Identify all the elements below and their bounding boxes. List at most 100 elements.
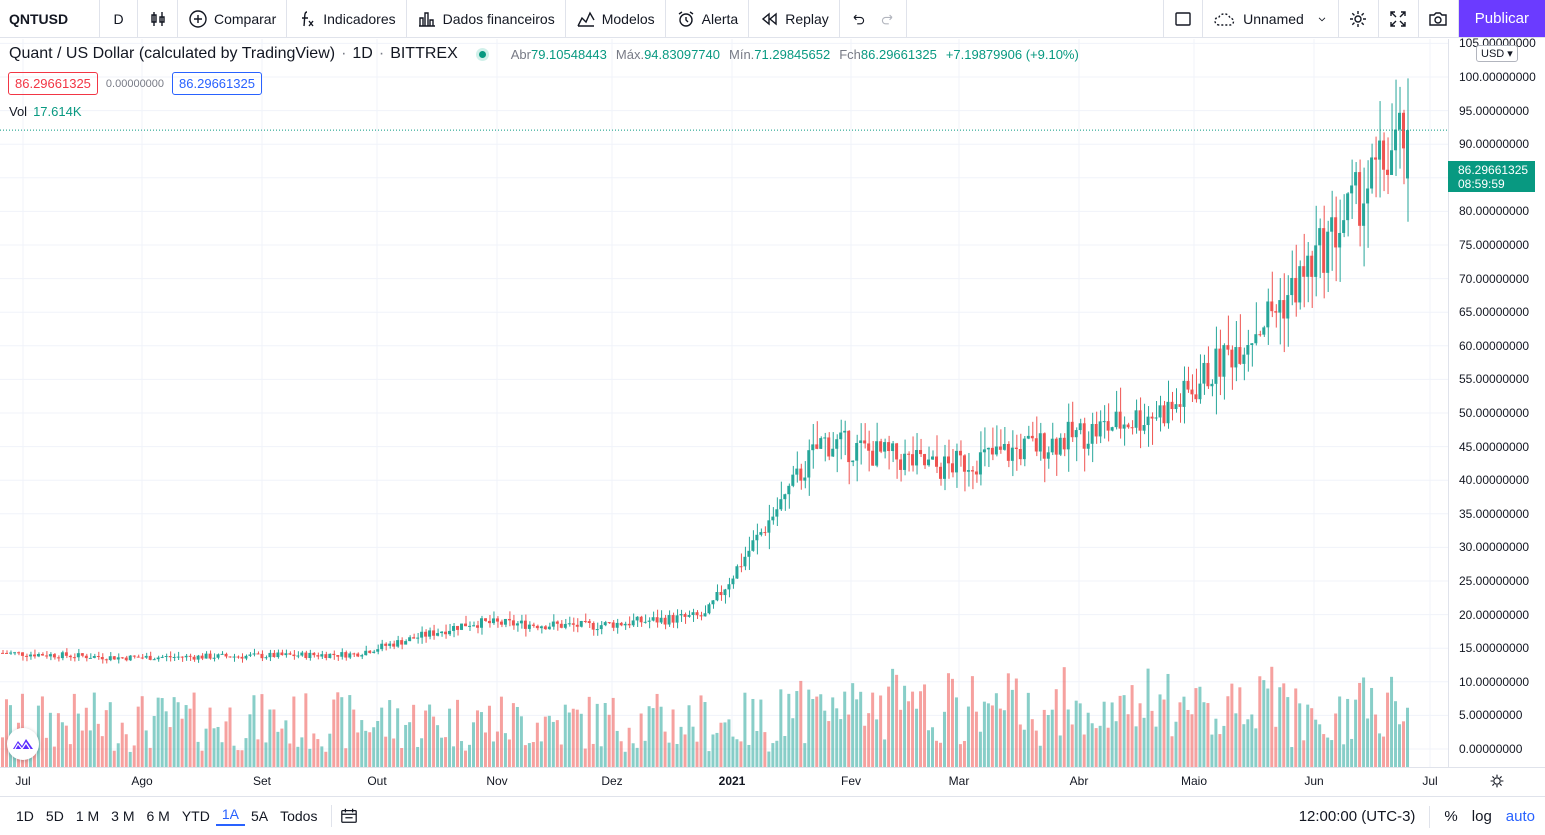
volume-bar: [935, 740, 939, 767]
candle-body: [1202, 362, 1206, 384]
volume-bar: [1190, 714, 1194, 767]
volume-bar: [1290, 747, 1294, 767]
volume-bar: [404, 724, 408, 767]
candle-body: [579, 620, 583, 627]
volume-bar: [124, 734, 128, 767]
indicators-button[interactable]: Indicadores: [287, 0, 407, 37]
candle-body: [711, 600, 715, 605]
buy-button[interactable]: 86.29661325: [172, 72, 262, 95]
settings-button[interactable]: [1339, 0, 1379, 37]
range-todos[interactable]: Todos: [280, 808, 318, 824]
candle-body: [304, 652, 308, 659]
volume-bar: [364, 730, 368, 767]
candle-body: [903, 453, 907, 470]
volume-bar: [855, 699, 859, 767]
symbol-title[interactable]: Quant / US Dollar (calculated by Trading…: [9, 45, 336, 62]
volume-bar: [1090, 723, 1094, 767]
candle-body: [607, 622, 611, 624]
volume-bar: [839, 719, 843, 767]
candle-body: [1074, 430, 1078, 438]
candle-body: [428, 630, 432, 637]
volume-bar: [340, 697, 344, 767]
replay-label: Replay: [785, 10, 829, 27]
redo-icon[interactable]: [880, 9, 896, 29]
candle-body: [1170, 401, 1174, 410]
volume-bar: [1302, 740, 1306, 767]
volume-bar: [132, 745, 136, 767]
calendar-goto-icon[interactable]: [340, 807, 358, 825]
timezone-button[interactable]: 12:00:00 (UTC-3): [1298, 808, 1416, 825]
volume-bar: [1342, 744, 1346, 767]
volume-bar: [799, 680, 803, 767]
candle-body: [184, 655, 188, 658]
range-1m[interactable]: 1 M: [75, 808, 100, 824]
volume-legend[interactable]: Vol 17.614K: [9, 104, 82, 119]
range-ytd[interactable]: YTD: [181, 808, 210, 824]
financials-button[interactable]: Dados financeiros: [407, 0, 566, 37]
undo-icon[interactable]: [850, 9, 866, 29]
volume-bar: [168, 727, 172, 767]
volume-bar: [1298, 703, 1302, 767]
candle-body: [962, 455, 966, 472]
symbol-search[interactable]: QNTUSD: [0, 0, 100, 37]
tradingview-logo[interactable]: [7, 728, 39, 760]
snapshot-button[interactable]: [1419, 0, 1459, 37]
price-scale[interactable]: 105.00000000 100.00000000 95.00000000 90.00…: [1448, 36, 1545, 767]
candle-body: [743, 556, 747, 567]
market-status-icon[interactable]: [475, 47, 489, 61]
candle-body: [1198, 383, 1202, 400]
volume-bar: [739, 741, 743, 767]
templates-button[interactable]: Modelos: [566, 0, 666, 37]
price-tick: 30.00000000: [1459, 540, 1530, 555]
sell-button[interactable]: 86.29661325: [8, 72, 98, 95]
range-6m[interactable]: 6 M: [146, 808, 170, 824]
range-3m[interactable]: 3 M: [111, 808, 135, 824]
candle-body: [938, 466, 942, 479]
axis-settings-icon[interactable]: [1489, 773, 1505, 789]
log-scale-button[interactable]: log: [1471, 808, 1492, 825]
currency-select[interactable]: USD ▾: [1476, 45, 1518, 62]
volume-bar: [204, 728, 208, 767]
compare-button[interactable]: Comparar: [178, 0, 288, 37]
candle-body: [1062, 437, 1066, 450]
chart-type-button[interactable]: [138, 0, 178, 37]
replay-button[interactable]: Replay: [749, 0, 840, 37]
range-5a[interactable]: 5A: [250, 808, 269, 824]
candle-body: [1370, 157, 1374, 189]
candle-body: [172, 656, 176, 658]
range-1a[interactable]: 1A: [215, 806, 245, 826]
price-tick: 70.00000000: [1459, 271, 1530, 286]
candle-body: [571, 623, 575, 625]
time-axis[interactable]: Jul Ago Set Out Nov Dez 2021 Fev Mar Abr Maio Jun Ju…: [0, 767, 1545, 795]
volume-bar: [507, 739, 511, 767]
volume-bar: [727, 719, 731, 767]
layout-toggle-button[interactable]: [1163, 0, 1204, 37]
candle-body: [587, 621, 591, 624]
candle-body: [1014, 447, 1018, 450]
volume-bar: [831, 697, 835, 767]
auto-scale-button[interactable]: auto: [1505, 808, 1535, 825]
volume-bar: [643, 740, 647, 767]
publish-button[interactable]: Publicar: [1458, 0, 1545, 37]
time-tick: Fev: [840, 774, 862, 788]
candle-body: [1314, 245, 1318, 277]
layout-name-button[interactable]: Unnamed: [1203, 0, 1339, 37]
alert-button[interactable]: Alerta: [666, 0, 750, 37]
candle-body: [695, 612, 699, 616]
volume-bar: [1406, 707, 1409, 767]
candle-body: [795, 468, 799, 475]
volume-bar: [388, 700, 392, 767]
candle-body: [671, 615, 675, 623]
range-1d[interactable]: 1D: [16, 808, 34, 824]
fullscreen-button[interactable]: [1379, 0, 1419, 37]
range-5d[interactable]: 5D: [45, 808, 64, 824]
volume-bar: [196, 741, 200, 767]
chart-pane[interactable]: [0, 39, 1545, 796]
price-chart[interactable]: [0, 39, 1448, 767]
interval-button[interactable]: D: [100, 0, 138, 37]
candle-body: [887, 442, 891, 452]
volume-bar: [982, 701, 986, 767]
volume-bar: [1146, 668, 1150, 767]
candle-body: [1102, 421, 1106, 423]
percent-scale-button[interactable]: %: [1444, 808, 1458, 825]
